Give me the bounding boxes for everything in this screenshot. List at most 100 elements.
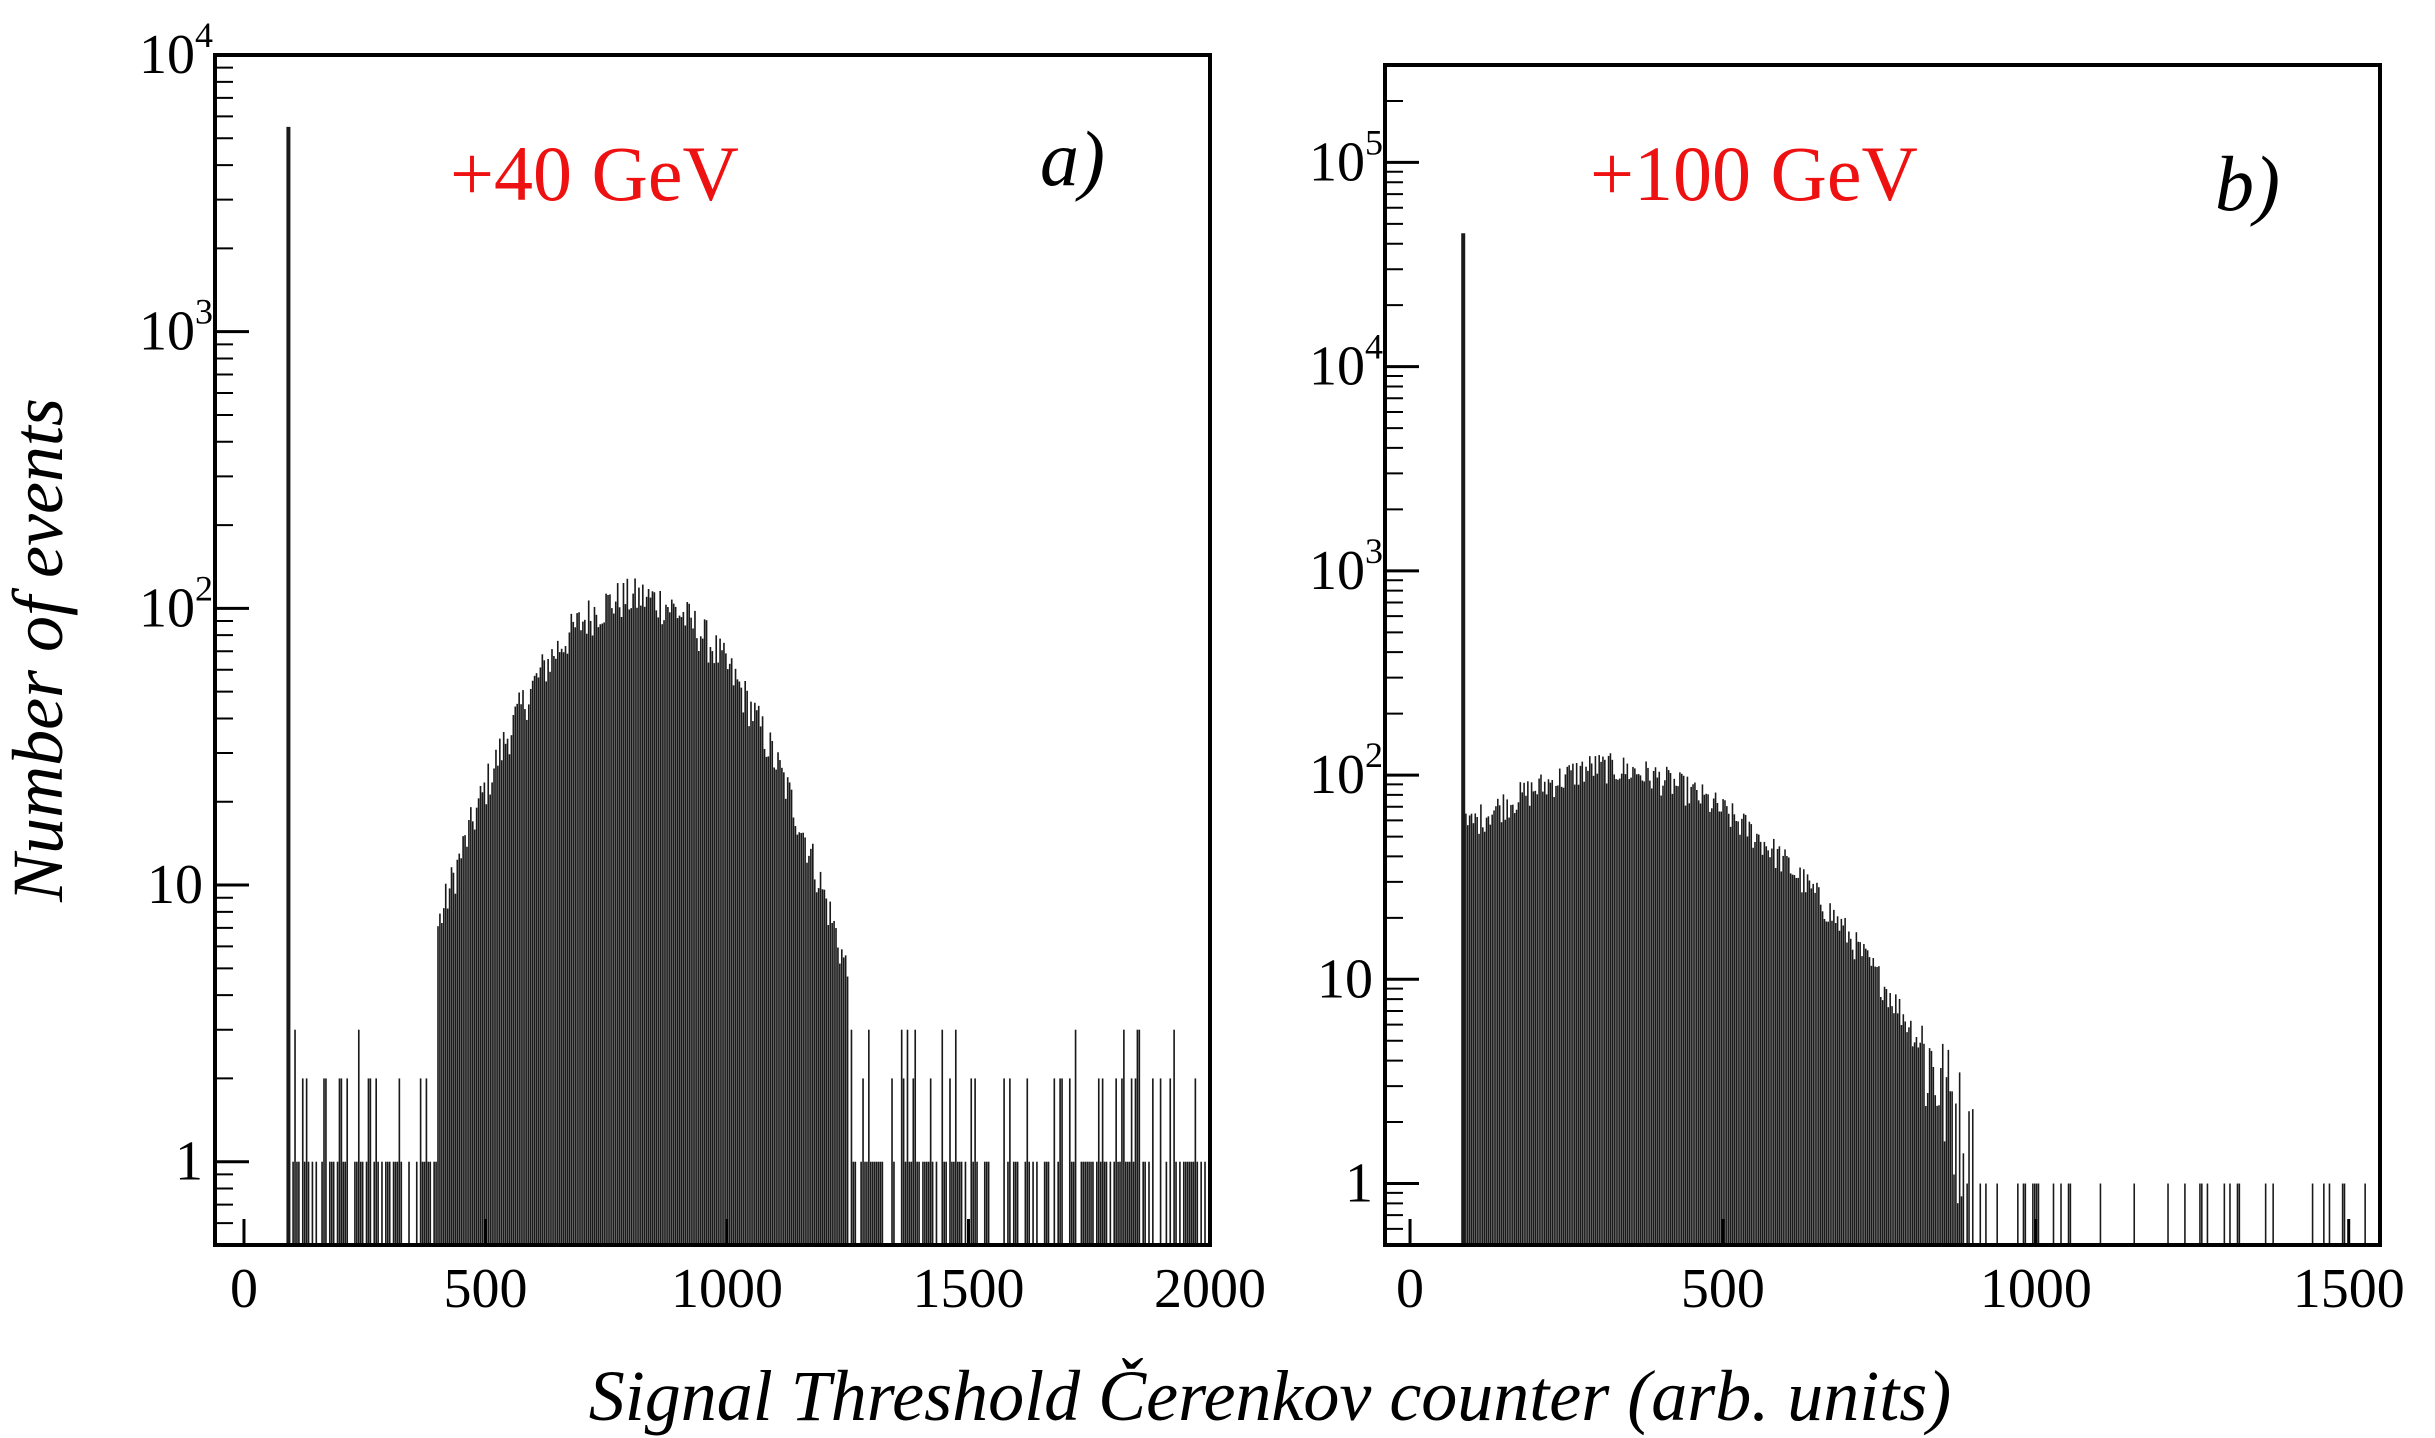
histogram-bin [1175,1161,1177,1245]
histogram-bin [2238,1183,2241,1245]
histogram-bin [1671,793,1674,1245]
histogram-bin [1540,774,1542,1245]
histogram-bin [1527,781,1529,1245]
histogram-bin [597,627,600,1245]
histogram-bin [1913,1042,1916,1245]
histogram-bin [1898,998,1901,1245]
histogram-bin [1806,874,1809,1245]
histogram-bin [1581,761,1584,1245]
histogram-bin [893,1161,895,1245]
histogram-bin [460,858,463,1245]
histogram-bin [1053,1078,1056,1245]
histogram-bin [781,767,783,1245]
histogram-bin [377,1161,379,1245]
histogram-bin [1906,1032,1908,1245]
histogram-bin [891,1078,893,1245]
histogram-bin [1756,833,1758,1245]
histogram-bin [487,763,490,1245]
histogram-bin [1782,855,1784,1245]
histogram-bin [2264,1183,2267,1245]
histogram-bin [985,1161,988,1245]
histogram-bin [1184,1161,1187,1245]
histogram-bin [568,632,571,1245]
histogram-bin [1515,809,1518,1245]
histogram-bin [508,754,511,1245]
histogram-bin [815,892,818,1245]
histogram-bin [1504,819,1507,1245]
histogram-bin [1105,1161,1108,1245]
histogram-bin [1960,1196,1963,1245]
histogram-bin [1626,763,1629,1245]
histogram-bin [570,613,573,1245]
histogram-bin [1115,1078,1117,1245]
histogram-bin [1564,774,1567,1245]
histogram-bin [560,648,563,1245]
histogram-bin [1834,923,1837,1245]
histogram-bin [1759,841,1762,1245]
histogram-bin [1530,782,1533,1245]
histogram-bin [296,1161,298,1245]
histogram-bin [321,1161,323,1245]
histogram-bin [1134,1078,1137,1245]
histogram-bin [425,1078,428,1245]
histogram-bin [1680,773,1683,1245]
histogram-bin [1780,871,1783,1245]
histogram-bin [1726,806,1728,1245]
histogram-bin [1803,869,1805,1245]
histogram-bin [444,883,447,1245]
x-tick-label: 1000 [671,1258,783,1320]
histogram-bin [346,1078,349,1245]
histogram-bin [398,1078,401,1245]
histogram-bin [1776,848,1779,1245]
histogram-bin [879,1161,882,1245]
histogram-bin [748,726,750,1245]
histogram-bin [1498,805,1501,1245]
histogram-bin [311,1161,314,1245]
histogram-bin [1534,790,1537,1245]
histogram-bin [1669,773,1672,1245]
histogram-bin [315,1161,318,1245]
histogram-bin [771,740,774,1245]
histogram-bin [1829,903,1831,1245]
x-tick-label: 500 [1681,1258,1765,1320]
y-axis-title: Number of events [0,398,78,903]
histogram-bin [1821,911,1824,1245]
histogram-bin [1771,848,1773,1245]
histogram-bin [983,1161,986,1245]
histogram-bin [790,789,793,1245]
histogram-bin [699,636,702,1245]
histogram-bin [603,622,605,1245]
histogram-bin [332,1161,335,1245]
histogram-bin [694,610,696,1245]
histogram-bin [651,591,654,1245]
histogram-bin [408,1161,410,1245]
histogram-bin [1893,1013,1895,1245]
histogram-bin [877,1161,880,1245]
histogram-bin [1182,1161,1185,1245]
histogram-bin [394,1161,397,1245]
histogram-bin [1797,877,1799,1245]
histogram-bin [941,1029,944,1245]
histogram-bin [547,658,549,1245]
histogram-bin [1113,1161,1116,1245]
histogram-bin [613,613,615,1245]
histogram-bin [798,832,801,1245]
histogram-bin [1941,1043,1944,1245]
histogram-bin [1521,792,1523,1245]
histogram-bin [1874,966,1876,1245]
histogram-bin [783,772,785,1245]
histogram-bin [1024,1161,1027,1245]
histogram-bin [1126,1161,1129,1245]
histogram-bin [1585,766,1587,1245]
histogram-bin [585,633,588,1245]
histogram-bin [520,704,522,1245]
histogram-bin [1853,959,1856,1245]
histogram-bin [325,1078,327,1245]
histogram-bin [1966,1183,1968,1245]
histogram-bin [786,777,789,1245]
histogram-bin [2032,1183,2034,1245]
histogram-bin [628,609,631,1245]
histogram-bin [1677,786,1679,1245]
histogram-bin [1639,775,1642,1245]
